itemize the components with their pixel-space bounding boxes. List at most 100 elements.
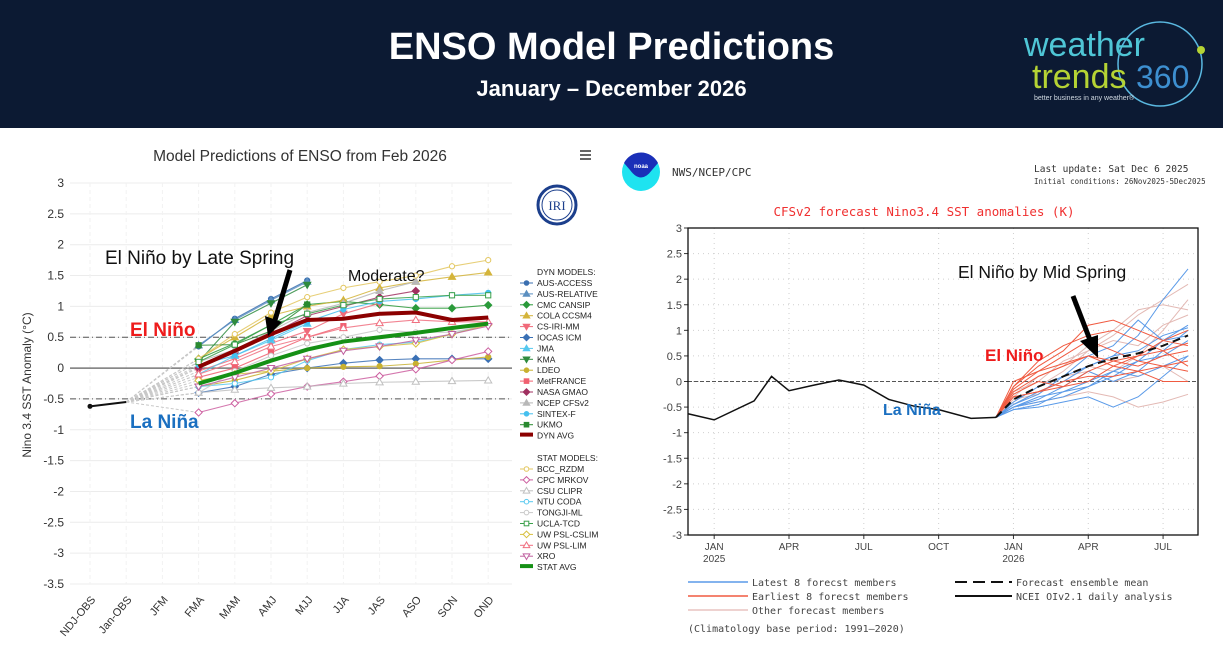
data-point	[230, 398, 240, 408]
legend-label: KMA	[537, 354, 556, 364]
y-tick-label: 1	[57, 299, 64, 313]
data-point	[338, 347, 348, 356]
plot-frame	[687, 227, 1199, 536]
data-point	[483, 375, 493, 384]
legend-item: LDEO	[520, 365, 561, 375]
y-tick-label: 0	[676, 377, 682, 389]
x-tick-label: APR	[779, 542, 800, 553]
hamburger-icon[interactable]	[580, 150, 591, 160]
member-line-earliest	[995, 350, 1189, 418]
legend-item: IOCAS ICM	[520, 333, 581, 343]
data-point	[447, 376, 457, 385]
data-point	[338, 378, 348, 387]
annotation-el-nino: El Niño	[985, 346, 1044, 365]
data-point	[266, 389, 276, 399]
y-tick-label: -3	[53, 546, 64, 560]
x-tick-label: MAM	[217, 594, 243, 621]
legend-marker	[522, 311, 531, 319]
series-line	[198, 321, 489, 386]
y-tick-label: -3	[672, 530, 682, 542]
initial-conditions: Initial conditions: 26Nov2025-5Dec2025	[1034, 177, 1206, 186]
legend-label: UW PSL-LIM	[537, 540, 587, 550]
source-label: NWS/NCEP/CPC	[672, 166, 751, 179]
legend-label: STAT AVG	[537, 562, 577, 572]
legend-item: UKMO	[520, 420, 563, 430]
annotation-headline: El Niño by Mid Spring	[958, 262, 1126, 282]
member-line-latest	[995, 355, 1189, 418]
x-tick-label: SON	[436, 594, 461, 620]
x-tick-label: FMA	[183, 594, 208, 620]
legend-marker	[522, 530, 531, 539]
legend-label: IOCAS ICM	[537, 333, 581, 343]
legend-item: CMC CANSIP	[520, 300, 591, 310]
data-point	[483, 267, 493, 276]
data-point	[447, 272, 457, 280]
data-point	[448, 263, 456, 270]
data-point	[230, 357, 240, 366]
legend-item: CSU CLIPR	[520, 486, 582, 496]
header-banner: ENSO Model Predictions January – Decembe…	[0, 0, 1223, 128]
data-point	[304, 364, 311, 372]
data-point	[485, 292, 492, 299]
legend-item: NCEI OIv2.1 daily analysis	[955, 592, 1173, 603]
data-point	[266, 300, 276, 308]
legend-item: SINTEX-F	[520, 409, 576, 419]
observed-analysis-line	[687, 375, 997, 421]
data-point	[231, 331, 238, 338]
y-tick-label: 3	[676, 223, 682, 235]
series-xro	[194, 323, 493, 392]
legend-marker	[522, 486, 531, 494]
data-point	[304, 301, 311, 308]
x-tick-label: JJA	[331, 594, 352, 616]
data-point	[230, 385, 240, 393]
data-point	[376, 326, 383, 333]
data-point	[376, 295, 383, 303]
legend-label: NTU CODA	[537, 497, 582, 507]
legend-label: LDEO	[537, 365, 561, 375]
series-stat-avg	[198, 321, 489, 386]
chart-title: Model Predictions of ENSO from Feb 2026	[153, 148, 447, 165]
data-point	[231, 341, 238, 348]
data-point	[375, 286, 385, 295]
logo-word-weather: weather	[1023, 26, 1145, 64]
x-tick-label: ASO	[400, 594, 424, 620]
ensemble-mean-line	[995, 334, 1189, 419]
y-tick-label: 2	[676, 274, 682, 286]
data-point	[411, 337, 421, 345]
legend-marker	[522, 289, 531, 297]
series-uw-psl-lim	[194, 315, 493, 378]
connector-line	[126, 401, 199, 413]
legend-label: Latest 8 forecst members	[752, 578, 897, 589]
data-point	[411, 315, 421, 324]
legend-label: NASA GMAO	[537, 387, 588, 397]
x-tick-label: JAS	[366, 594, 388, 617]
annotation-la-nina: La Niña	[130, 412, 199, 433]
legend-marker	[522, 323, 531, 331]
connector-line	[125, 361, 199, 403]
data-point	[267, 374, 275, 381]
last-update: Last update: Sat Dec 6 2025	[1034, 164, 1188, 175]
data-point	[376, 278, 383, 285]
connector-line	[125, 366, 199, 403]
arrow-icon	[1070, 295, 1098, 358]
connector-line	[126, 383, 199, 403]
x-tick-label: OND	[472, 594, 497, 620]
data-point	[412, 294, 419, 301]
data-point	[304, 340, 311, 347]
x-tick-label: JUL	[1154, 542, 1172, 553]
y-tick-label: -2.5	[43, 515, 64, 529]
series-line	[198, 323, 308, 375]
data-point	[266, 364, 276, 373]
legend-label: NCEP CFSv2	[537, 398, 589, 408]
legend-label: CSU CLIPR	[537, 486, 582, 496]
legend-item: NTU CODA	[520, 497, 582, 507]
legend-label: AUS-RELATIVE	[537, 289, 598, 299]
member-line-other	[995, 365, 1189, 418]
arrow-icon	[265, 269, 293, 336]
legend-item: UW PSL-LIM	[520, 540, 587, 550]
data-point	[194, 369, 204, 378]
legend-label: UW PSL-CSLIM	[537, 529, 598, 539]
data-point	[302, 332, 312, 341]
x-tick-year: 2026	[1002, 554, 1025, 565]
legend-item: BCC_RZDM	[520, 464, 584, 474]
